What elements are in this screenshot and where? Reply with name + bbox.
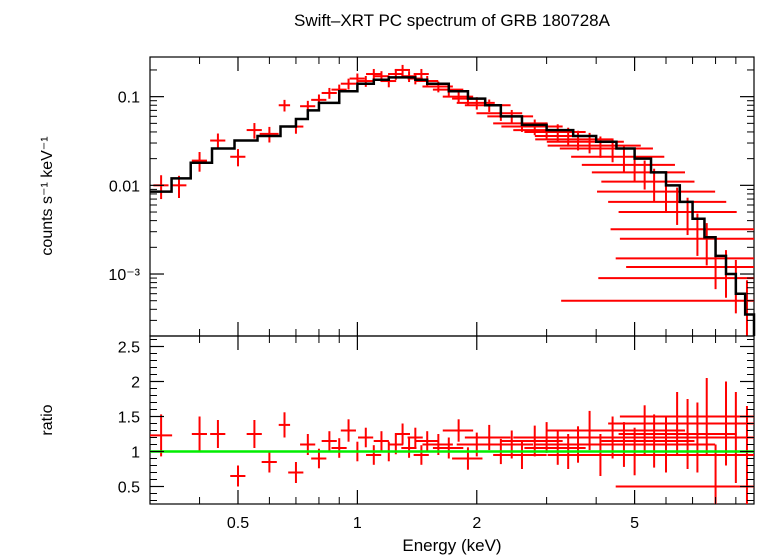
ratio-data-point <box>331 438 347 458</box>
ratio-data-point <box>597 416 716 473</box>
x-tick-label: 0.5 <box>227 515 249 532</box>
model-step-line <box>150 76 756 336</box>
ratio-data-point <box>366 445 382 465</box>
x-tick-label: 2 <box>472 515 481 532</box>
ratio-data-point <box>394 423 410 445</box>
ratio-data-point <box>524 431 586 465</box>
ratio-data-point <box>432 437 464 459</box>
chart-title: Swift–XRT PC spectrum of GRB 180728A <box>294 11 611 30</box>
ratio-data-point <box>619 378 754 455</box>
ratio-data-point <box>246 420 262 448</box>
ratio-y-tick-label: 1.5 <box>118 410 140 427</box>
ratio-data-point <box>561 406 754 504</box>
ratio-data-point <box>373 431 389 451</box>
spectrum-data-point <box>153 175 169 200</box>
spectrum-data-point <box>591 160 685 190</box>
ratio-frame <box>149 335 755 505</box>
spectrum-data-point <box>259 126 279 143</box>
ratio-data-point <box>210 420 226 448</box>
ratio-y-tick-label: 1 <box>131 445 140 462</box>
ratio-data-point <box>601 414 695 468</box>
ratio-data-point <box>230 465 246 487</box>
ratio-y-tick-label: 2.5 <box>118 340 140 357</box>
ratio-data-point <box>261 451 277 473</box>
spectrum-data-point <box>340 78 356 90</box>
ratio-data-point <box>340 419 356 442</box>
spectrum-data-point <box>210 133 226 150</box>
spectrum-data-point <box>413 68 429 80</box>
spectrum-data-point <box>246 123 262 139</box>
spectrum-frame <box>149 56 755 337</box>
ratio-data-point <box>321 431 337 451</box>
spectrum-data-point <box>230 149 246 167</box>
ratio-data-point <box>278 412 291 438</box>
spectrum-data-point <box>476 106 523 121</box>
spectrum-data-point <box>597 178 716 213</box>
ratio-y-axis-label: ratio <box>39 404 56 435</box>
ratio-data-point <box>288 462 304 483</box>
ratio-data-point <box>493 441 547 469</box>
ratio-data-point <box>191 416 207 452</box>
ratio-data-point <box>401 438 417 458</box>
spectrum-data-point <box>358 75 374 87</box>
spectrum-data-point <box>561 280 754 336</box>
ratio-data-point <box>358 427 374 448</box>
spectrum-data-point <box>608 187 727 225</box>
spectrum-y-tick-label: 0.01 <box>109 178 140 195</box>
ratio-data-point <box>615 444 754 504</box>
spectrum-data-point <box>394 64 410 76</box>
ratio-data-point <box>442 419 474 442</box>
spectrum-data-point <box>366 68 382 80</box>
ratio-data-point <box>591 405 685 456</box>
x-tick-label: 1 <box>353 515 362 532</box>
spectrum-y-axis-label: counts s⁻¹ keV⁻¹ <box>39 136 56 255</box>
ratio-data-point <box>415 431 439 451</box>
ratio-y-tick-label: 2 <box>131 375 140 392</box>
x-axis-label: Energy (keV) <box>402 536 501 555</box>
ratio-data-point <box>413 445 429 465</box>
x-tick-label: 5 <box>630 515 639 532</box>
spectrum-panel: 0.1 0.01 10⁻³ counts s⁻¹ keV⁻¹ <box>39 56 756 337</box>
spectrum-data-point <box>321 87 337 99</box>
ratio-panel: 0.5 1 1.5 2 2.5 ratio <box>39 335 755 505</box>
ratio-y-tick-label: 0.5 <box>118 480 140 497</box>
ratio-data-point <box>487 430 534 459</box>
spectrum-data-point <box>615 241 754 290</box>
spectrum-y-tick-label: 10⁻³ <box>108 267 140 284</box>
spectrum-y-tick-label: 0.1 <box>118 90 140 107</box>
spectrum-data-point <box>571 146 665 172</box>
spectrum-data-point <box>547 136 641 158</box>
spectrum-data-point <box>610 213 754 256</box>
ratio-data-point <box>618 399 737 469</box>
ratio-data-point <box>150 414 173 457</box>
spectrum-data-point <box>278 99 291 112</box>
ratio-data-point <box>407 427 423 448</box>
ratio-data-point <box>464 424 511 451</box>
spectrum-data-point <box>601 168 695 202</box>
ratio-data-point <box>598 392 754 483</box>
